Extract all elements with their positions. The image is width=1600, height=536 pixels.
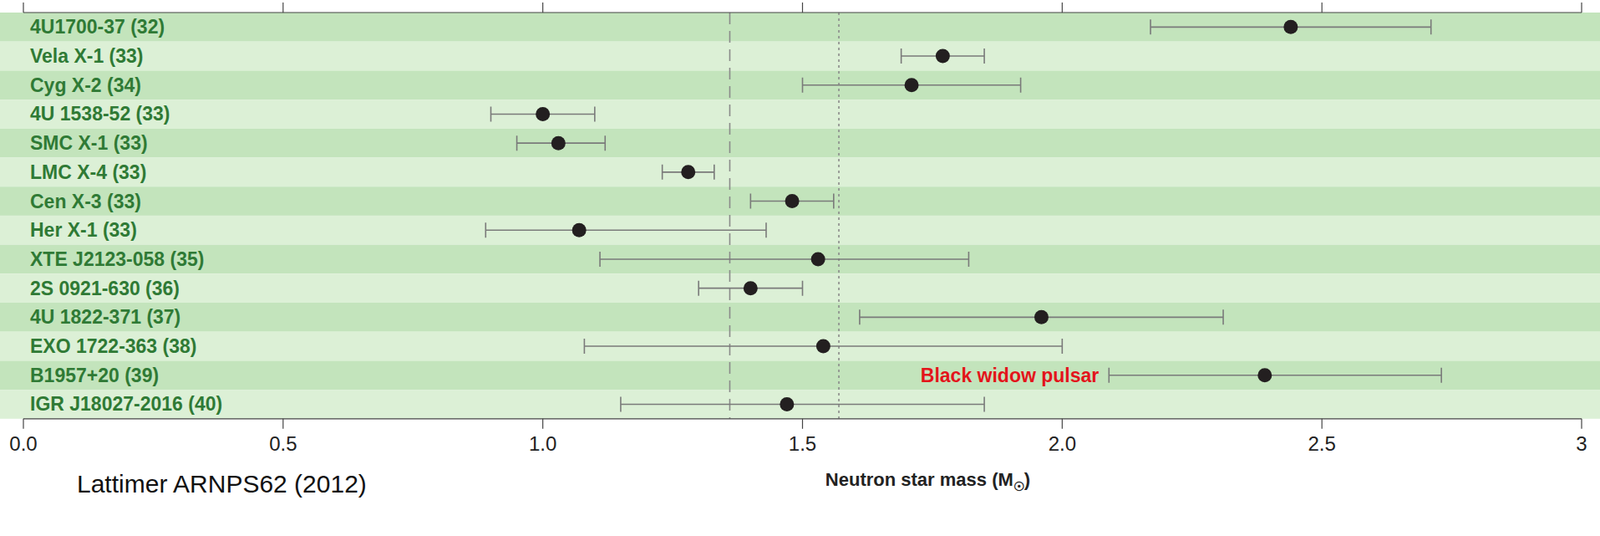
mass-point	[1034, 309, 1049, 325]
error-bar	[859, 309, 1224, 325]
row-stripe	[0, 331, 1600, 361]
x-tick	[1321, 418, 1323, 429]
x-tick-label: 0.5	[269, 431, 297, 455]
x-tick-top	[1321, 2, 1323, 13]
mass-point	[904, 77, 920, 92]
row-stripe	[0, 360, 1600, 390]
mass-point	[779, 396, 794, 412]
error-bar	[517, 135, 606, 151]
category-label: Cen X-3 (33)	[30, 190, 142, 213]
reference-line	[729, 12, 732, 419]
chart: 4U1700-37 (32) Vela X-1 (33) Cyg X-2 (34) 4…	[0, 0, 1600, 536]
x-axis-title: Neutron star mass (M☉)	[825, 468, 1031, 493]
x-tick	[1580, 418, 1582, 429]
row-stripe	[0, 273, 1600, 303]
row-stripe	[0, 128, 1600, 158]
row-stripe	[0, 215, 1600, 245]
x-tick-label: 1.5	[788, 431, 817, 455]
x-tick-label: 0.0	[9, 431, 37, 455]
category-label: Vela X-1 (33)	[30, 45, 144, 67]
mass-point	[785, 193, 800, 209]
reference-line	[838, 12, 840, 419]
source-note: Lattimer ARNPS62 (2012)	[76, 469, 367, 498]
annotation: Black widow pulsar	[920, 364, 1099, 387]
x-tick	[22, 418, 24, 429]
category-label: 4U 1538-52 (33)	[30, 102, 171, 125]
category-label: IGR J18027-2016 (40)	[30, 392, 223, 415]
mass-point	[680, 164, 696, 179]
category-label: 4U1700-37 (32)	[30, 15, 165, 38]
row-stripe	[0, 41, 1600, 72]
x-axis: 0.0 0.5 1.0 1.5 2.0 2.5 3	[9, 2, 1587, 455]
mass-point	[551, 136, 566, 151]
x-tick-top	[1580, 2, 1582, 13]
row-stripe	[0, 157, 1600, 188]
x-tick-top	[1061, 2, 1063, 13]
category-label: XTE J2123-058 (35)	[30, 248, 204, 270]
category-label: Cyg X-2 (34)	[30, 74, 142, 97]
row-stripe	[0, 70, 1600, 100]
row-stripe	[0, 244, 1600, 275]
x-tick-top	[542, 2, 544, 13]
x-tick	[802, 418, 803, 429]
mass-point	[1257, 367, 1272, 382]
x-tick	[282, 418, 284, 429]
row-stripe	[0, 186, 1600, 216]
error-bar	[599, 251, 969, 267]
category-label: Her X-1 (33)	[30, 218, 138, 241]
x-tick-label: 2.0	[1048, 431, 1077, 455]
category-label: LMC X-4 (33)	[30, 161, 147, 183]
row-stripe	[0, 12, 1600, 42]
error-bar	[750, 193, 834, 209]
reference-lines	[729, 12, 839, 419]
category-label: SMC X-1 (33)	[30, 132, 148, 154]
mass-point	[1283, 20, 1298, 35]
error-bar	[485, 222, 767, 238]
mass-point	[743, 280, 758, 295]
x-tick-top	[802, 2, 803, 13]
mass-point	[811, 251, 826, 266]
category-label: EXO 1722-363 (38)	[30, 335, 197, 357]
mass-point	[935, 49, 950, 64]
error-bar	[698, 280, 803, 296]
x-tick-label: 1.0	[528, 431, 557, 455]
mass-point	[816, 339, 831, 354]
error-bar	[1150, 19, 1432, 35]
x-tick-label: 3	[1575, 431, 1587, 455]
error-bar	[901, 48, 985, 64]
mass-point	[572, 223, 587, 238]
row-stripe	[0, 99, 1600, 129]
error-bar	[1108, 367, 1442, 383]
category-label: B1957+20 (39)	[30, 364, 159, 387]
x-tick-label: 2.5	[1307, 431, 1336, 455]
x-tick-top	[22, 2, 24, 13]
error-bar	[584, 338, 1062, 354]
category-label: 4U 1822-371 (37)	[30, 305, 181, 328]
error-bar	[491, 106, 595, 122]
marks	[485, 19, 1442, 412]
error-bar	[802, 77, 1021, 93]
x-tick	[1061, 418, 1063, 429]
row-stripe	[0, 389, 1600, 419]
x-tick	[542, 418, 544, 429]
mass-point	[535, 106, 550, 122]
error-bar	[620, 396, 985, 412]
row-stripe	[0, 302, 1600, 332]
category-label: 2S 0921-630 (36)	[30, 277, 180, 300]
x-tick-top	[282, 2, 284, 13]
error-bar	[662, 164, 715, 180]
